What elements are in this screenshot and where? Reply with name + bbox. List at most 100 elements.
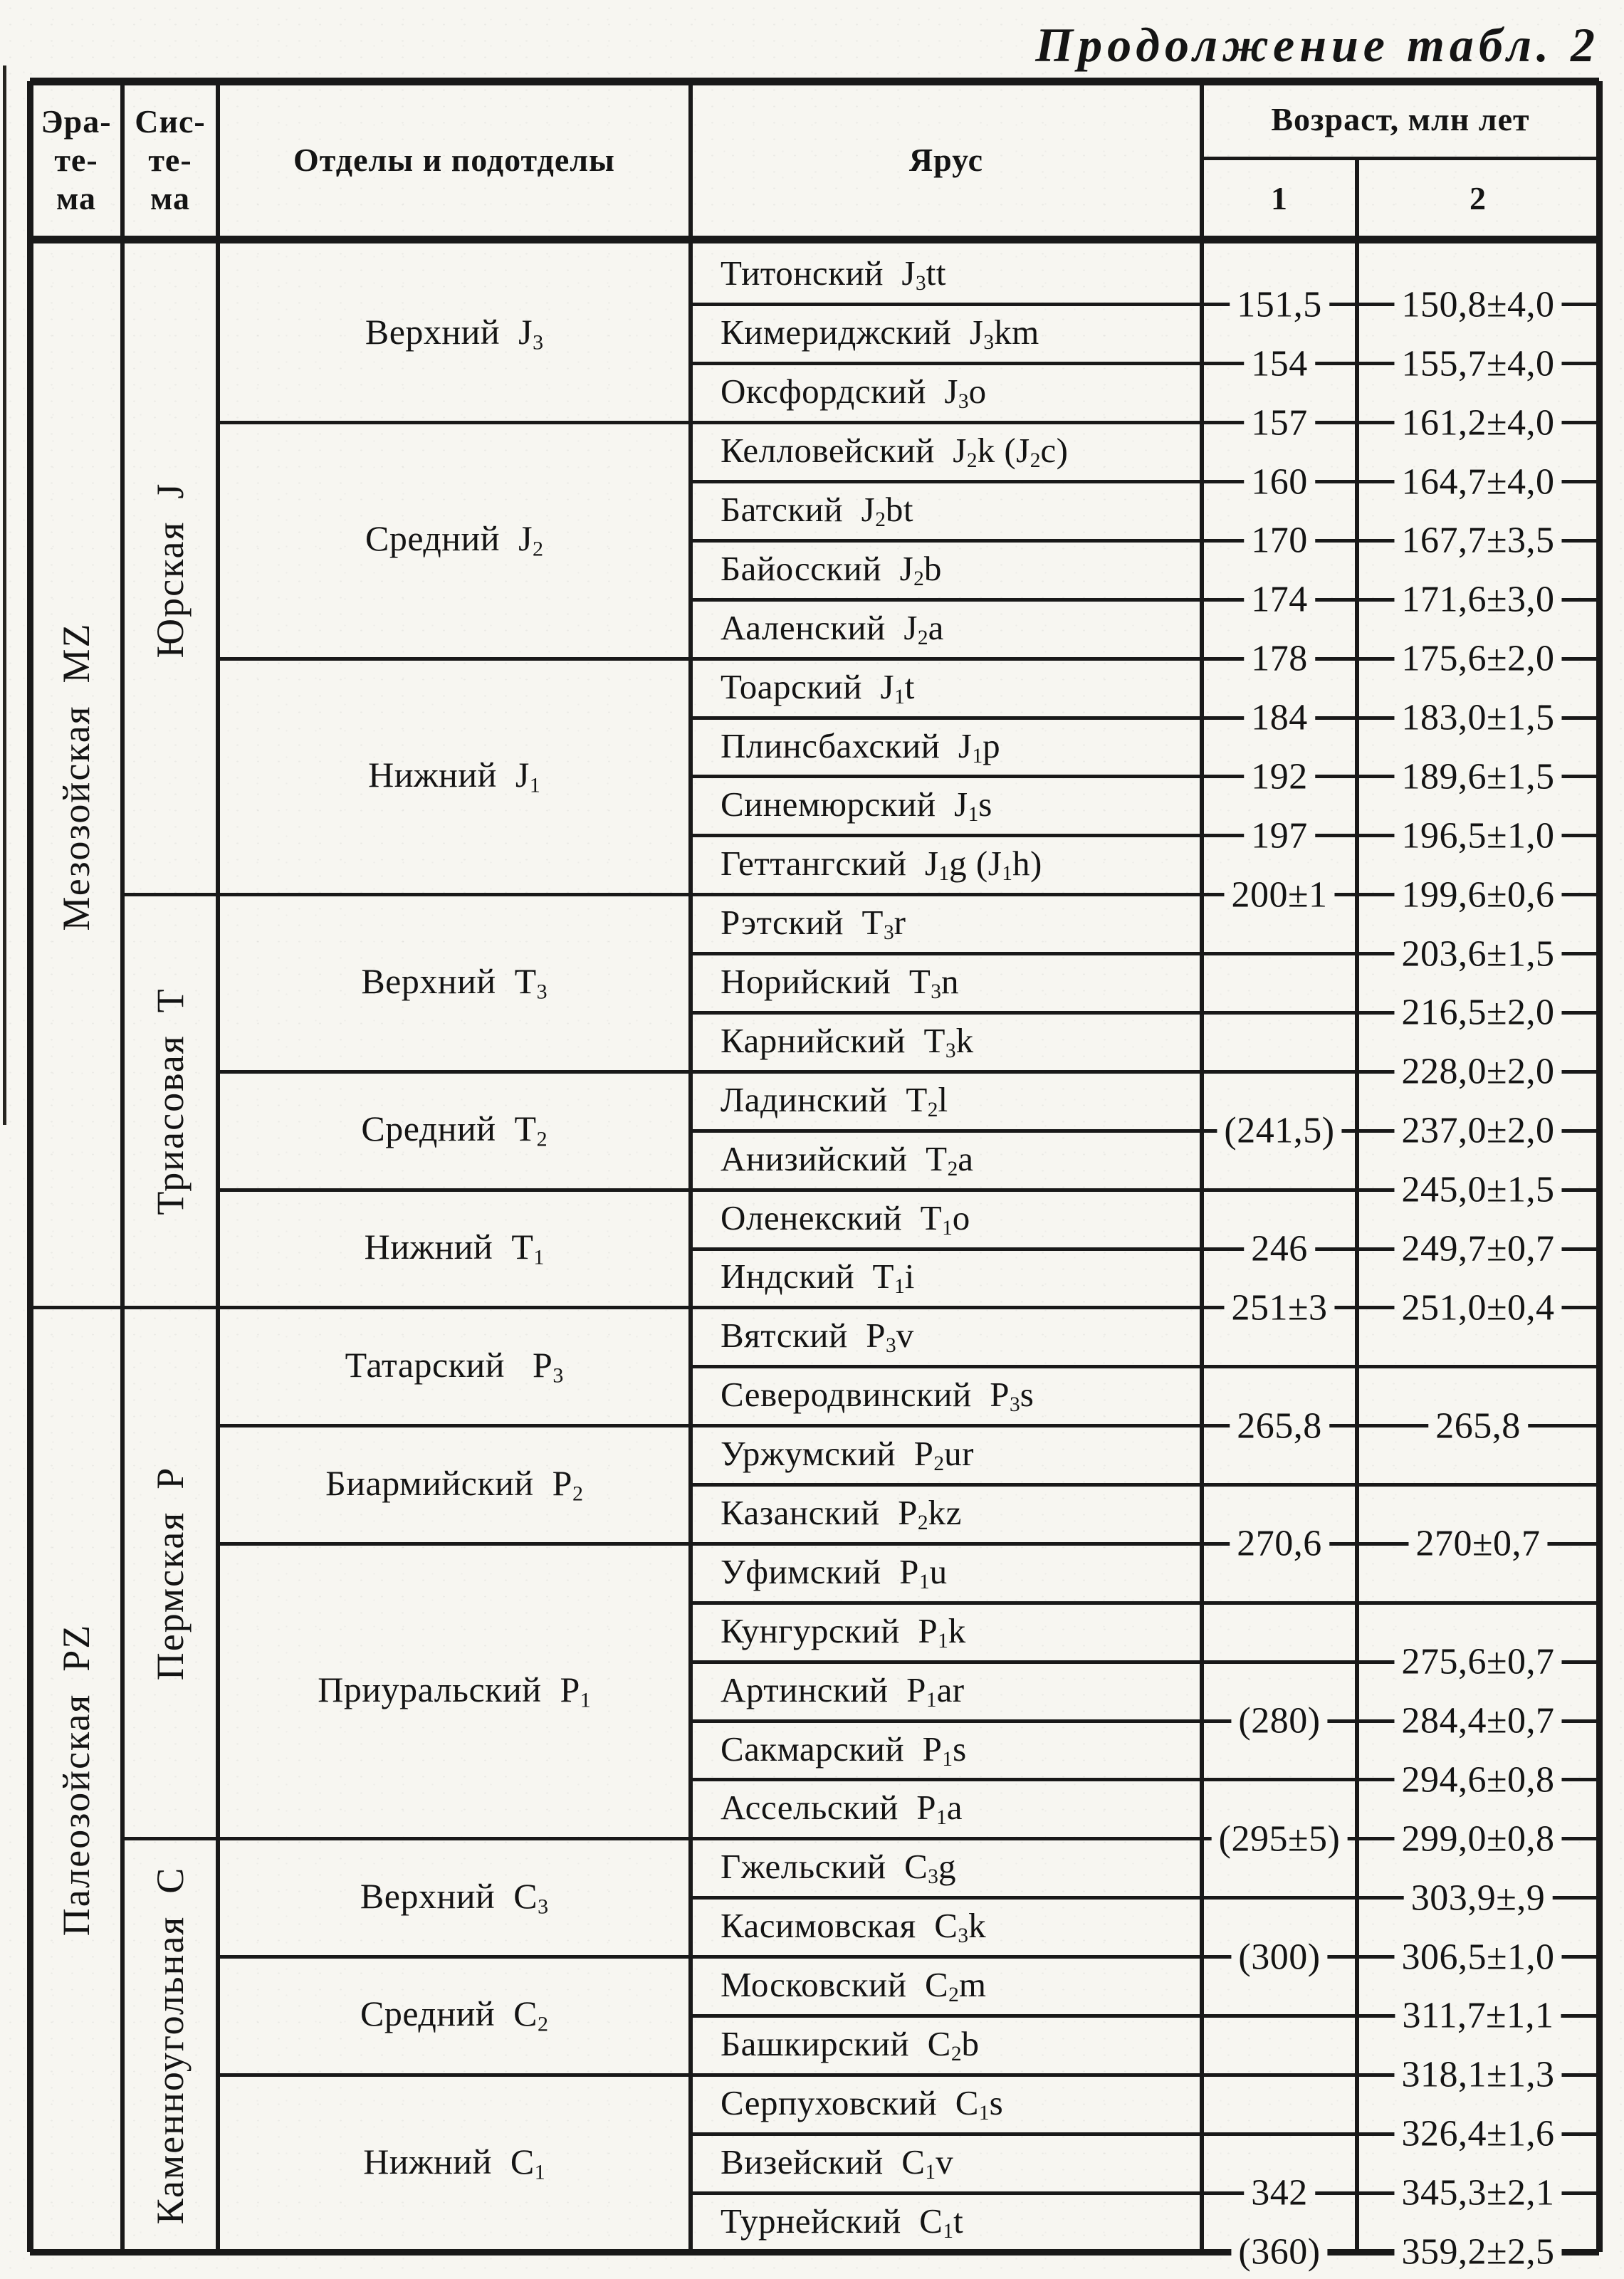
- stage-label: Ааленский J2a: [721, 607, 944, 649]
- grid-line-h: [691, 716, 1202, 720]
- grid-line-h: [1202, 1541, 1599, 1546]
- age-value-1: 174: [1244, 577, 1315, 622]
- age-value-2: 228,0±2,0: [1394, 1049, 1562, 1094]
- stage-label: Кунгурский P1k: [721, 1610, 966, 1652]
- series-boundary-line: [218, 421, 691, 425]
- age-value-2: 150,8±4,0: [1394, 283, 1562, 327]
- stage-label: Артинский P1ar: [721, 1670, 965, 1712]
- system-label: Триасовая T: [149, 987, 192, 1215]
- grid-line-h: [691, 1955, 1202, 1959]
- age-value-2: 311,7±1,1: [1395, 1994, 1561, 2038]
- stage-label: Турнейский C1t: [721, 2201, 964, 2243]
- series-label: Средний C2: [360, 1994, 548, 2036]
- stage-label: Плинсбахский J1p: [721, 725, 1001, 767]
- series-boundary-line: [218, 2073, 691, 2077]
- stage-label: Московский C2m: [721, 1964, 987, 2006]
- table-top-border: [30, 77, 1599, 85]
- series-label: Приуральский P1: [318, 1669, 591, 1712]
- grid-line-h: [691, 480, 1202, 484]
- age-value-1: 178: [1244, 636, 1315, 681]
- stage-label: Геттангский J1g (J1h): [721, 844, 1042, 886]
- series-label: Средний J2: [365, 518, 544, 561]
- header-cell-series: Отделы и подотделы: [293, 141, 615, 178]
- grid-line-h: [691, 952, 1202, 956]
- age-value-1: 170: [1244, 518, 1315, 562]
- series-label: Средний T2: [361, 1109, 548, 1151]
- age-value-2: 203,6±1,5: [1394, 932, 1562, 976]
- header-cell-era: Эра- те- ма: [41, 103, 112, 217]
- grid-line-h: [691, 597, 1202, 602]
- header-bottom-border: [30, 235, 1599, 243]
- grid-line-h: [691, 1600, 1202, 1605]
- grid-line-h: [691, 1424, 1202, 1428]
- age-value-1: 265,8: [1230, 1404, 1329, 1448]
- series-label: Верхний J3: [365, 312, 544, 355]
- stage-label: Норийский T3n: [721, 961, 959, 1003]
- age-value-1: 157: [1244, 401, 1315, 445]
- grid-line-h: [691, 2073, 1202, 2077]
- age-value-1: 342: [1244, 2171, 1315, 2215]
- age-value-1: 270,6: [1230, 1521, 1329, 1566]
- grid-line-h: [691, 1896, 1202, 1900]
- system-label: Юрская J: [149, 482, 192, 659]
- age-value-2: 237,0±2,0: [1394, 1109, 1562, 1153]
- age-value-2: 270±0,7: [1408, 1521, 1548, 1566]
- age-value-2: 183,0±1,5: [1394, 696, 1562, 740]
- age-value-2: 167,7±3,5: [1394, 518, 1562, 562]
- grid-line-h: [1202, 1483, 1599, 1487]
- system-boundary-line: [122, 1306, 218, 1310]
- age-value-1: (300): [1231, 1935, 1328, 1979]
- table-right-border: [1596, 81, 1603, 2252]
- stage-label: Синемюрский J1s: [721, 785, 992, 827]
- stage-label: Ладинский T2l: [721, 1079, 948, 1121]
- grid-line-h: [691, 1010, 1202, 1015]
- stage-label: Уржумский P2ur: [721, 1433, 974, 1475]
- age-value-1: 151,5: [1230, 283, 1329, 327]
- age-value-1: (360): [1231, 2230, 1328, 2274]
- header-cell-age: Возраст, млн лет: [1271, 100, 1530, 137]
- stage-label: Визейский C1v: [721, 2142, 954, 2184]
- grid-line-h: [691, 1365, 1202, 1369]
- series-label: Верхний T3: [361, 961, 548, 1004]
- age-value-1: 246: [1244, 1227, 1315, 1271]
- grid-line-h: [691, 1837, 1202, 1841]
- series-boundary-line: [218, 1306, 691, 1310]
- stage-label: Батский J2bt: [721, 489, 914, 531]
- grid-line-h: [691, 2013, 1202, 2018]
- series-label: Нижний T1: [364, 1227, 545, 1269]
- system-series-divider: [216, 81, 220, 2252]
- stage-label: Оксфордский J3o: [721, 371, 987, 414]
- age-value-2: 175,6±2,0: [1394, 636, 1562, 681]
- era-boundary-line: [30, 1306, 122, 1310]
- age-value-2: 345,3±2,1: [1394, 2171, 1562, 2215]
- header-cell-age-1: 1: [1271, 179, 1288, 216]
- age-value-2: 189,6±1,5: [1394, 755, 1562, 799]
- age-value-2: 318,1±1,3: [1394, 2053, 1562, 2097]
- series-boundary-line: [218, 1955, 691, 1959]
- stage-label: Касимовская C3k: [721, 1905, 987, 1947]
- stage-label: Титонский J3tt: [721, 253, 946, 295]
- age-value-2: 161,2±4,0: [1394, 401, 1562, 445]
- series-boundary-line: [218, 893, 691, 897]
- age-value-1: (280): [1231, 1699, 1328, 1743]
- system-label: Каменноугольная C: [149, 1866, 192, 2225]
- age-value-1: (295±5): [1211, 1817, 1348, 1861]
- age-value-2: 251,0±0,4: [1394, 1286, 1562, 1330]
- grid-line-h: [1202, 1896, 1599, 1900]
- series-stage-divider: [688, 81, 693, 2252]
- era-label: Мезозойская MZ: [55, 622, 98, 931]
- age-value-2: 196,5±1,0: [1394, 814, 1562, 858]
- stage-label: Анизийский T2a: [721, 1138, 974, 1180]
- series-boundary-line: [218, 1541, 691, 1546]
- stage-label: Башкирский C2b: [721, 2023, 980, 2065]
- stage-label: Серпуховский C1s: [721, 2082, 1004, 2125]
- age-value-2: 216,5±2,0: [1394, 990, 1562, 1034]
- stage-label: Кимериджский J3km: [721, 313, 1039, 355]
- grid-line-h: [691, 656, 1202, 661]
- series-label: Биармийский P2: [325, 1462, 583, 1505]
- grid-line-h: [691, 775, 1202, 779]
- series-label: Нижний C1: [363, 2141, 545, 2184]
- series-boundary-line: [218, 1424, 691, 1428]
- grid-line-h: [691, 1660, 1202, 1664]
